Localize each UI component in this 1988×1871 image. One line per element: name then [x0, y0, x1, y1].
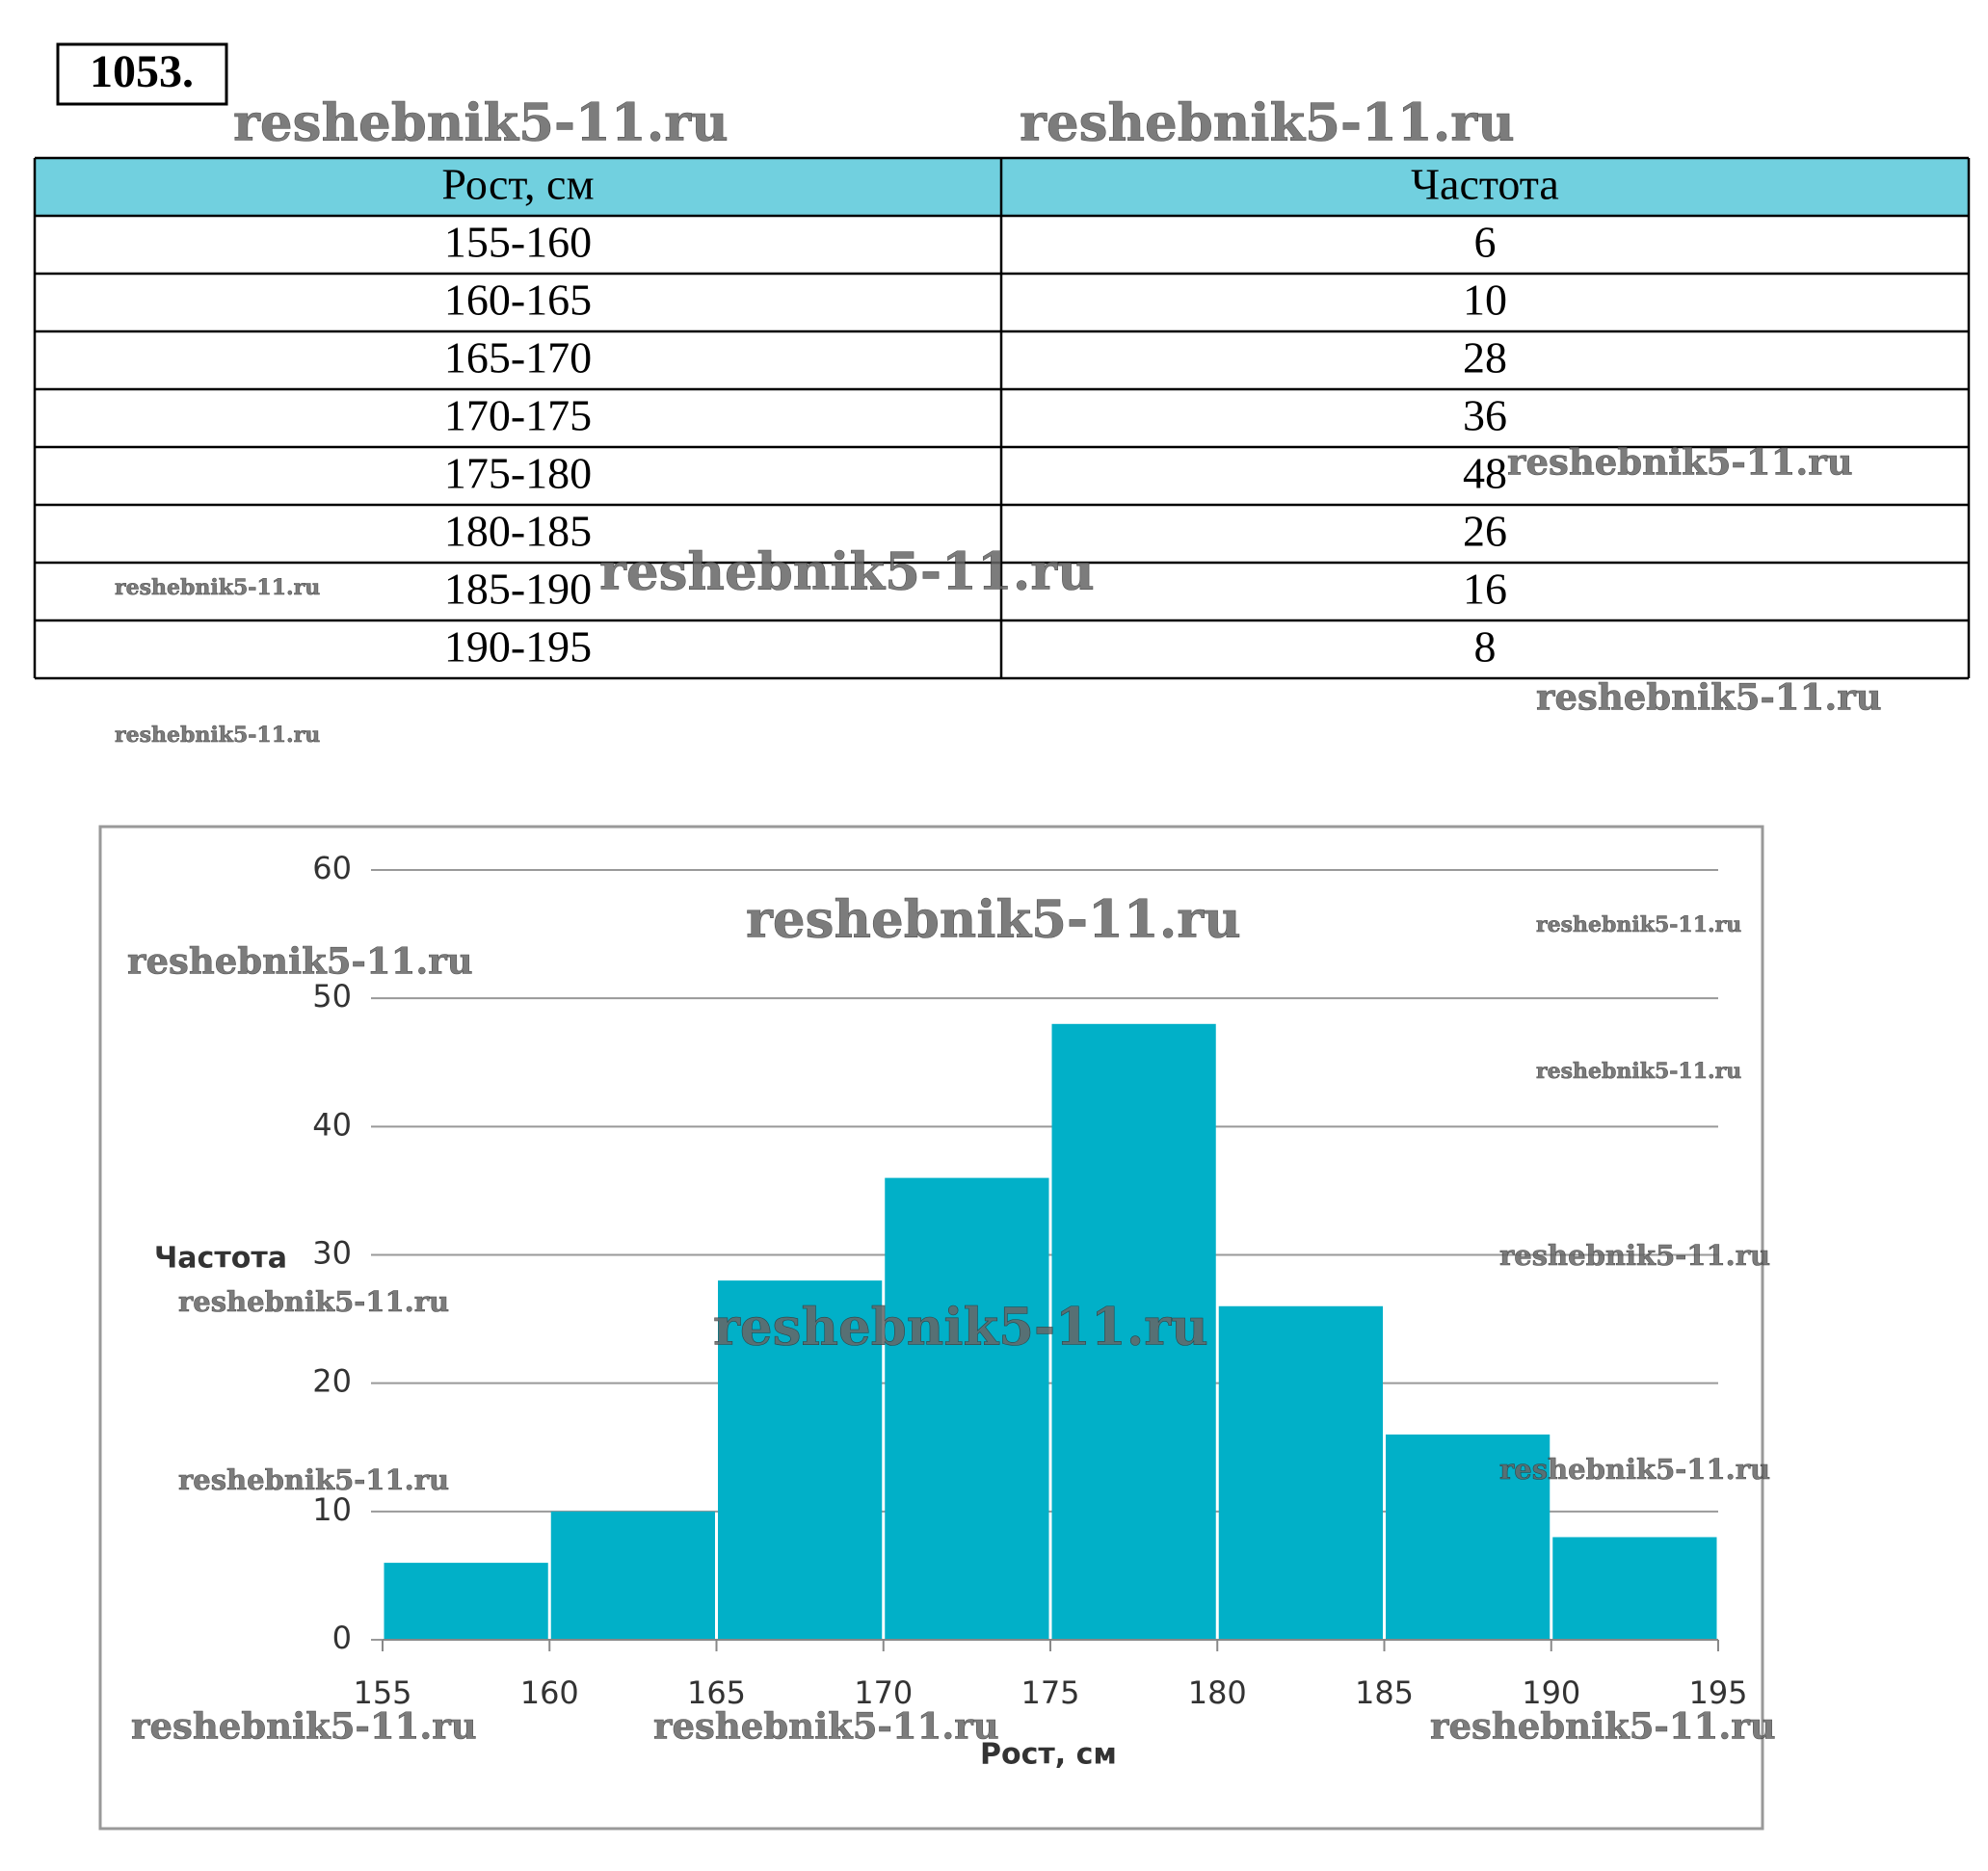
x-tick-label: 160	[520, 1674, 579, 1711]
x-tick-label: 175	[1021, 1674, 1079, 1711]
bar	[718, 1280, 883, 1640]
x-tick-label: 180	[1188, 1674, 1247, 1711]
watermark: reshebnik5-11.ru	[115, 575, 320, 600]
bar	[550, 1511, 715, 1640]
table-cell: 16	[1463, 565, 1507, 614]
table-cell: 180-185	[444, 507, 592, 556]
table-header: Рост, см	[441, 160, 594, 209]
watermark: reshebnik5-11.ru	[115, 723, 320, 748]
table-cell: 6	[1474, 218, 1497, 267]
table-cell: 190-195	[444, 622, 592, 672]
table-cell: 26	[1463, 507, 1507, 556]
y-axis-label: Частота	[154, 1242, 287, 1276]
table-cell: 175-180	[444, 449, 592, 498]
table-cell: 48	[1463, 449, 1507, 498]
problem-number: 1053.	[90, 46, 194, 97]
y-tick-label: 0	[332, 1620, 352, 1656]
x-tick-label: 170	[854, 1674, 913, 1711]
watermark: reshebnik5-11.ru	[599, 542, 1095, 602]
watermark: reshebnik5-11.ru	[1536, 676, 1882, 719]
bar	[1552, 1537, 1717, 1640]
y-tick-label: 20	[312, 1363, 352, 1400]
table-cell: 155-160	[444, 218, 592, 267]
watermark: reshebnik5-11.ru	[233, 93, 729, 153]
y-tick-label: 10	[312, 1491, 352, 1528]
x-tick-label: 165	[687, 1674, 746, 1711]
x-tick-label: 155	[353, 1674, 411, 1711]
x-tick-label: 195	[1688, 1674, 1747, 1711]
table-cell: 165-170	[444, 333, 592, 382]
x-tick-label: 190	[1522, 1674, 1580, 1711]
y-tick-label: 50	[312, 978, 352, 1015]
y-tick-label: 40	[312, 1106, 352, 1143]
watermark: reshebnik5-11.ru	[1020, 93, 1515, 153]
bar	[384, 1563, 548, 1640]
x-tick-label: 185	[1355, 1674, 1414, 1711]
bar	[1386, 1434, 1551, 1640]
table-cell: 10	[1463, 276, 1507, 325]
number-box	[56, 42, 228, 106]
table-header: Частота	[1411, 160, 1559, 209]
y-tick-label: 30	[312, 1235, 352, 1272]
table-cell: 160-165	[444, 276, 592, 325]
bar	[1218, 1305, 1383, 1640]
table-cell: 185-190	[444, 565, 592, 614]
table-cell: 170-175	[444, 391, 592, 440]
x-axis-label: Рост, см	[980, 1738, 1117, 1772]
bar	[1051, 1023, 1216, 1640]
table-cell: 8	[1474, 622, 1497, 672]
table-cell: 36	[1463, 391, 1507, 440]
y-tick-label: 60	[312, 850, 352, 886]
bar	[885, 1177, 1049, 1640]
table-cell: 28	[1463, 333, 1507, 382]
